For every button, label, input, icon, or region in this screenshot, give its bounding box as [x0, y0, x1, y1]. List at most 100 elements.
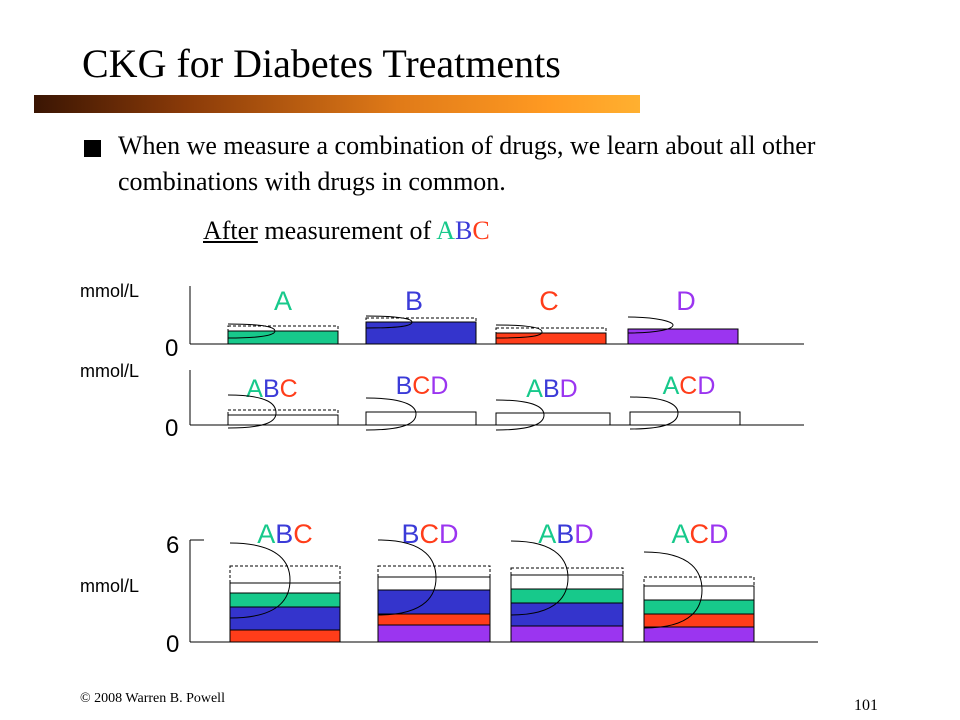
- stack-abd-label: ABD: [538, 519, 594, 549]
- single-a: A: [227, 286, 339, 345]
- combo-abd-letter-1: A: [526, 375, 543, 403]
- single-c-label: C: [539, 286, 559, 316]
- stack-acd-letter-2: C: [690, 519, 710, 549]
- single-d: D: [627, 286, 739, 345]
- stack-bcd-curve: [377, 539, 437, 616]
- combo-abd-letter-3: D: [560, 375, 578, 403]
- panel-stacked-six: 6: [166, 532, 179, 559]
- single-b-bar: [365, 321, 477, 345]
- combo-abd: ABD: [495, 375, 611, 431]
- combo-bcd-label: BCD: [396, 372, 449, 400]
- stack-abc-seg-top: [229, 582, 341, 594]
- combo-bcd: BCD: [365, 372, 477, 431]
- panel-combos-unit: mmol/L: [80, 361, 139, 381]
- stack-bcd-label: BCD: [401, 519, 458, 549]
- subtitle-after: After: [203, 216, 258, 245]
- subtitle: After measurement of ABC: [203, 216, 490, 246]
- combo-abc-bar: [227, 414, 339, 426]
- stack-abc-letter-1: A: [257, 519, 275, 549]
- single-a-label: A: [274, 286, 292, 316]
- combo-abc-label: ABC: [246, 375, 297, 403]
- panel-stacked-unit: mmol/L: [80, 576, 139, 596]
- combo-abc: ABC: [227, 375, 339, 429]
- stack-abc-letter-2: B: [275, 519, 293, 549]
- stack-acd-letter-3: D: [709, 519, 729, 549]
- stack-abd-letter-2: B: [556, 519, 574, 549]
- single-d-curve: [627, 316, 674, 334]
- panel-singles-unit: mmol/L: [80, 281, 139, 301]
- stack-abd-seg-a: [510, 588, 624, 604]
- single-d-label: D: [676, 286, 696, 316]
- subtitle-letter-b: B: [454, 216, 473, 245]
- combo-abd-bar: [495, 412, 611, 426]
- stack-acd-seg-c: [643, 613, 755, 628]
- combo-bcd-bar: [365, 411, 477, 426]
- stack-abc-label: ABC: [257, 519, 313, 549]
- stack-bcd-letter-1: B: [401, 519, 419, 549]
- stack-abc: ABC: [229, 519, 341, 643]
- combo-acd-label: ACD: [663, 372, 716, 400]
- bullet-square-icon: [84, 140, 101, 157]
- bullet-text: When we measure a combination of drugs, …: [118, 131, 816, 196]
- stack-bcd-seg-b: [377, 589, 491, 615]
- stack-abc-seg-c: [229, 629, 341, 643]
- stack-abc-letter-3: C: [293, 519, 313, 549]
- panel-singles-zero: 0: [165, 335, 178, 362]
- combo-bcd-letter-1: B: [396, 372, 413, 400]
- stack-abd-seg-d: [510, 625, 624, 643]
- subtitle-letter-a: A: [436, 216, 455, 245]
- combo-acd: ACD: [629, 372, 741, 430]
- combo-acd-bar: [629, 411, 741, 426]
- subtitle-letter-c: C: [472, 216, 490, 245]
- stack-bcd-seg-top: [377, 576, 491, 591]
- stack-bcd-seg-c: [377, 613, 491, 626]
- combo-abc-letter-3: C: [280, 375, 298, 403]
- combo-abd-label: ABD: [526, 375, 577, 403]
- stack-abd-curve: [510, 540, 569, 616]
- single-b: B: [365, 286, 477, 345]
- slide-title: CKG for Diabetes Treatments: [82, 41, 561, 86]
- stack-abc-seg-b: [229, 606, 341, 631]
- single-b-curve: [365, 315, 413, 329]
- stack-acd-letter-1: A: [671, 519, 689, 549]
- stack-bcd-seg-d: [377, 624, 491, 643]
- stack-abd-letter-1: A: [538, 519, 556, 549]
- stack-acd-seg-top: [643, 585, 755, 601]
- single-c-bar: [495, 332, 607, 345]
- panel-combos-zero: 0: [165, 415, 178, 442]
- stack-acd-curve: [643, 551, 703, 629]
- stack-abd: ABD: [510, 519, 624, 643]
- stack-bcd: BCD: [377, 519, 491, 643]
- stack-abc-seg-a: [229, 592, 341, 608]
- footer-page-number: 101: [854, 697, 878, 714]
- combo-acd-letter-2: C: [679, 372, 697, 400]
- single-a-curve: [227, 323, 276, 339]
- subtitle-rest: measurement of: [257, 216, 437, 245]
- panel-combos: mmol/L 0 ABC BCD ABD ACD: [80, 361, 804, 442]
- panel-stacked-zero: 0: [166, 631, 179, 658]
- combo-bcd-curve: [365, 397, 417, 431]
- combo-acd-letter-1: A: [663, 372, 680, 400]
- stack-bcd-letter-3: D: [439, 519, 459, 549]
- combo-abd-letter-2: B: [543, 375, 560, 403]
- stack-acd-seg-a: [643, 599, 755, 615]
- combo-abc-curve: [227, 394, 277, 429]
- stack-acd: ACD: [643, 519, 755, 643]
- single-d-bar: [627, 328, 739, 345]
- stack-acd-label: ACD: [671, 519, 728, 549]
- combo-acd-letter-3: D: [697, 372, 715, 400]
- panel-stacked: 6 mmol/L 0 ABC BCD ABD: [80, 519, 818, 658]
- stack-abc-curve: [229, 542, 291, 619]
- combo-bcd-letter-3: D: [430, 372, 448, 400]
- footer-copyright: © 2008 Warren B. Powell: [80, 691, 225, 706]
- stack-abd-seg-top: [510, 574, 624, 590]
- stack-acd-seg-d: [643, 626, 755, 643]
- stack-bcd-letter-2: C: [420, 519, 440, 549]
- single-c-curve: [495, 324, 543, 339]
- stack-abd-letter-3: D: [574, 519, 594, 549]
- combo-abc-letter-2: B: [263, 375, 280, 403]
- single-c: C: [495, 286, 607, 345]
- title-gradient-bar: [34, 95, 640, 113]
- single-b-label: B: [405, 286, 423, 316]
